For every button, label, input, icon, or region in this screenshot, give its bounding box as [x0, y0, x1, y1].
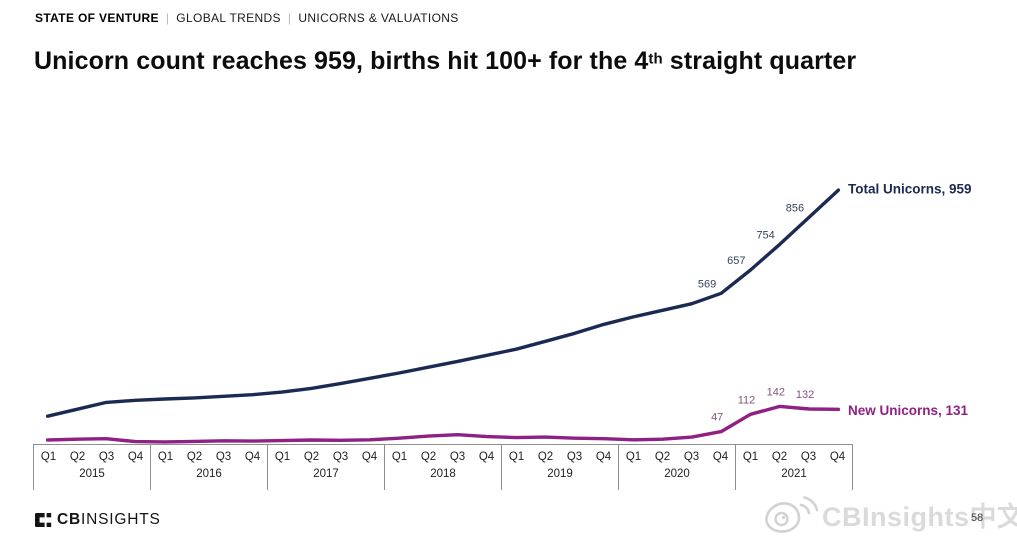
quarter-tick-label: Q3: [98, 451, 115, 463]
axis-year-cell-2018: Q1 Q2 Q3 Q4 2018: [385, 445, 502, 490]
quarter-tick-label: Q1: [742, 451, 759, 463]
year-tick-label: 2015: [79, 468, 105, 480]
quarter-tick-label: Q2: [420, 451, 437, 463]
total-unicorns-line: [45, 188, 841, 418]
year-tick-label: 2018: [430, 468, 456, 480]
quarter-tick-label: Q2: [771, 451, 788, 463]
watermark-text: CBInsights中文: [822, 501, 1017, 532]
quarter-tick-label: Q1: [625, 451, 642, 463]
year-tick-label: 2020: [664, 468, 690, 480]
cbinsights-logo: CBINSIGHTS: [35, 511, 161, 529]
quarter-tick-label: Q2: [69, 451, 86, 463]
title-superscript: th: [648, 50, 663, 68]
new-unicorns-line: [45, 404, 841, 444]
data-label: 856: [786, 202, 804, 214]
quarter-tick-label: Q3: [215, 451, 232, 463]
new-unicorns-legend-label: New Unicorns, 131: [848, 403, 969, 418]
quarter-tick-label: Q1: [40, 451, 57, 463]
quarter-tick-label: Q3: [449, 451, 466, 463]
quarter-tick-label: Q4: [478, 451, 495, 463]
cbinsights-logo-text: CBINSIGHTS: [57, 511, 161, 529]
quarter-tick-label: Q3: [800, 451, 817, 463]
quarter-tick-label: Q1: [391, 451, 408, 463]
quarter-tick-label: Q3: [566, 451, 583, 463]
year-tick-label: 2017: [313, 468, 339, 480]
quarter-tick-label: Q4: [712, 451, 729, 463]
title-text: Unicorn count reaches 959, births hit 10…: [34, 46, 649, 75]
quarter-tick-label: Q1: [274, 451, 291, 463]
section-name: GLOBAL TRENDS: [176, 11, 281, 25]
unicorn-growth-chart: 569 657 754 856 Total Unicorns, 959 47 112 142 1…: [45, 182, 972, 444]
quarter-tick-label: Q4: [127, 451, 144, 463]
watermark: CBInsights中文: [760, 491, 1017, 537]
quarter-tick-label: Q2: [654, 451, 671, 463]
axis-year-cell-2015: Q1 Q2 Q3 Q4 2015: [33, 445, 151, 490]
data-label: 47: [711, 412, 723, 424]
quarter-tick-label: Q2: [303, 451, 320, 463]
x-axis: Q1 Q2 Q3 Q4 2015 Q1 Q2 Q3 Q4 2016 Q1 Q2 Q3 Q4 2017 Q1 Q2…: [33, 444, 853, 490]
data-label: 132: [796, 389, 814, 401]
axis-year-cell-2021: Q1 Q2 Q3 Q4 2021: [736, 445, 853, 490]
data-label: 112: [738, 394, 756, 406]
quarter-tick-label: Q4: [595, 451, 612, 463]
subsection-name: UNICORNS & VALUATIONS: [298, 11, 459, 25]
quarter-tick-label: Q2: [537, 451, 554, 463]
axis-year-cell-2020: Q1 Q2 Q3 Q4 2020: [619, 445, 736, 490]
title-text: straight quarter: [662, 46, 857, 75]
year-tick-label: 2016: [196, 468, 222, 480]
cbinsights-logo-icon: [35, 513, 52, 527]
year-tick-label: 2019: [547, 468, 573, 480]
data-label: 754: [756, 229, 774, 241]
quarter-tick-label: Q4: [244, 451, 261, 463]
separator-bar: |: [165, 11, 170, 25]
year-tick-label: 2021: [781, 468, 807, 480]
quarter-tick-label: Q1: [508, 451, 525, 463]
data-label: 142: [767, 386, 785, 398]
quarter-tick-label: Q3: [683, 451, 700, 463]
data-label: 657: [727, 255, 745, 267]
quarter-tick-label: Q4: [361, 451, 378, 463]
axis-year-cell-2017: Q1 Q2 Q3 Q4 2017: [268, 445, 385, 490]
page-number: 58: [971, 512, 984, 524]
page-title: Unicorn count reaches 959, births hit 10…: [34, 47, 856, 76]
total-unicorns-legend-label: Total Unicorns, 959: [848, 182, 972, 197]
separator-bar: |: [287, 11, 292, 25]
quarter-tick-label: Q4: [829, 451, 846, 463]
report-breadcrumb: STATE OF VENTURE | GLOBAL TRENDS | UNICORNS …: [35, 11, 459, 25]
logo-insights-text: INSIGHTS: [81, 511, 161, 528]
axis-year-cell-2016: Q1 Q2 Q3 Q4 2016: [151, 445, 268, 490]
data-label: 569: [698, 278, 716, 290]
axis-year-cell-2019: Q1 Q2 Q3 Q4 2019: [502, 445, 619, 490]
quarter-tick-label: Q1: [157, 451, 174, 463]
logo-cb-text: CB: [57, 511, 81, 528]
weibo-icon: [765, 496, 818, 533]
quarter-tick-label: Q3: [332, 451, 349, 463]
report-name: STATE OF VENTURE: [35, 11, 159, 25]
quarter-tick-label: Q2: [186, 451, 203, 463]
